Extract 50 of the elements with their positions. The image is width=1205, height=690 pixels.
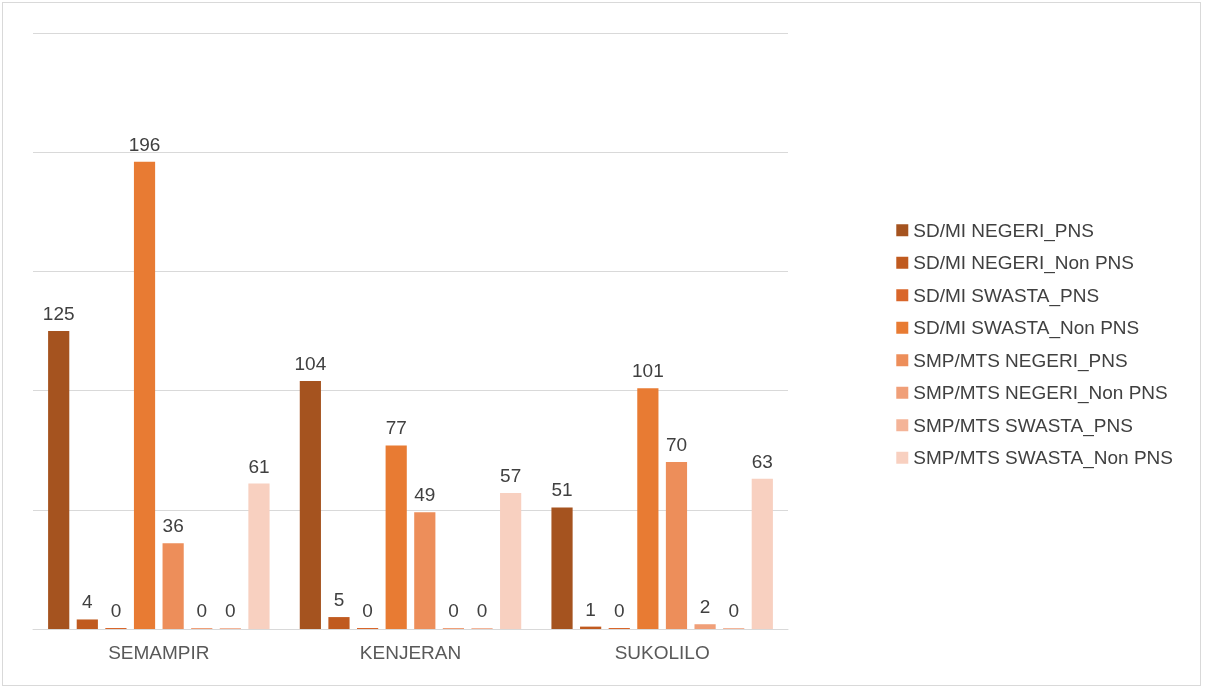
data-label: 104: [294, 353, 327, 375]
bar: [500, 493, 522, 629]
bar: [299, 381, 321, 629]
legend-label: SMP/MTS NEGERI_Non PNS: [913, 382, 1168, 405]
bar: [551, 507, 573, 629]
bar: [76, 619, 98, 629]
bar: [248, 483, 270, 629]
data-label: 77: [385, 417, 407, 439]
data-label: 61: [248, 455, 270, 477]
data-label: 63: [751, 450, 773, 472]
data-label: 0: [196, 600, 208, 621]
legend-label: SMP/MTS SWASTA_Non PNS: [913, 447, 1174, 470]
x-tick-label: KENJERAN: [359, 642, 462, 663]
bar: [328, 617, 350, 629]
legend-label: SMP/MTS SWASTA_PNS: [913, 414, 1133, 437]
legend-label: SD/MI NEGERI_PNS: [913, 219, 1094, 242]
bar: [694, 624, 716, 629]
data-label: 0: [110, 600, 122, 621]
legend-label: SD/MI NEGERI_Non PNS: [913, 252, 1134, 275]
data-label: 57: [500, 465, 522, 487]
data-label: 51: [551, 479, 573, 501]
data-label: 49: [414, 484, 436, 506]
legend-label: SMP/MTS NEGERI_PNS: [913, 349, 1128, 372]
legend-label: SD/MI SWASTA_Non PNS: [913, 317, 1140, 340]
bar: [751, 478, 773, 629]
x-tick-label: SEMAMPIR: [108, 642, 210, 663]
data-label: 5: [333, 589, 345, 611]
bar: [665, 462, 688, 629]
data-label: 196: [128, 133, 161, 155]
data-label: 1: [585, 598, 596, 620]
bar: [133, 161, 156, 629]
x-tick-label: SUKOLILO: [614, 642, 710, 663]
data-label: 36: [162, 515, 184, 537]
data-label: 0: [448, 600, 459, 621]
data-label: 0: [613, 600, 625, 621]
bar: [162, 543, 184, 629]
data-label: 70: [665, 434, 688, 456]
legend-label: SD/MI SWASTA_PNS: [913, 284, 1100, 307]
data-label: 2: [699, 596, 711, 618]
data-label: 0: [225, 600, 236, 621]
data-label: 0: [728, 600, 739, 621]
bar: [414, 512, 436, 629]
bar: [637, 388, 659, 629]
bar: [48, 331, 70, 629]
data-label: 0: [362, 600, 373, 621]
data-label: 125: [42, 303, 75, 324]
data-label: 0: [476, 600, 488, 621]
data-label: 4: [82, 591, 94, 613]
data-label: 101: [632, 360, 664, 382]
bar: [385, 445, 407, 629]
